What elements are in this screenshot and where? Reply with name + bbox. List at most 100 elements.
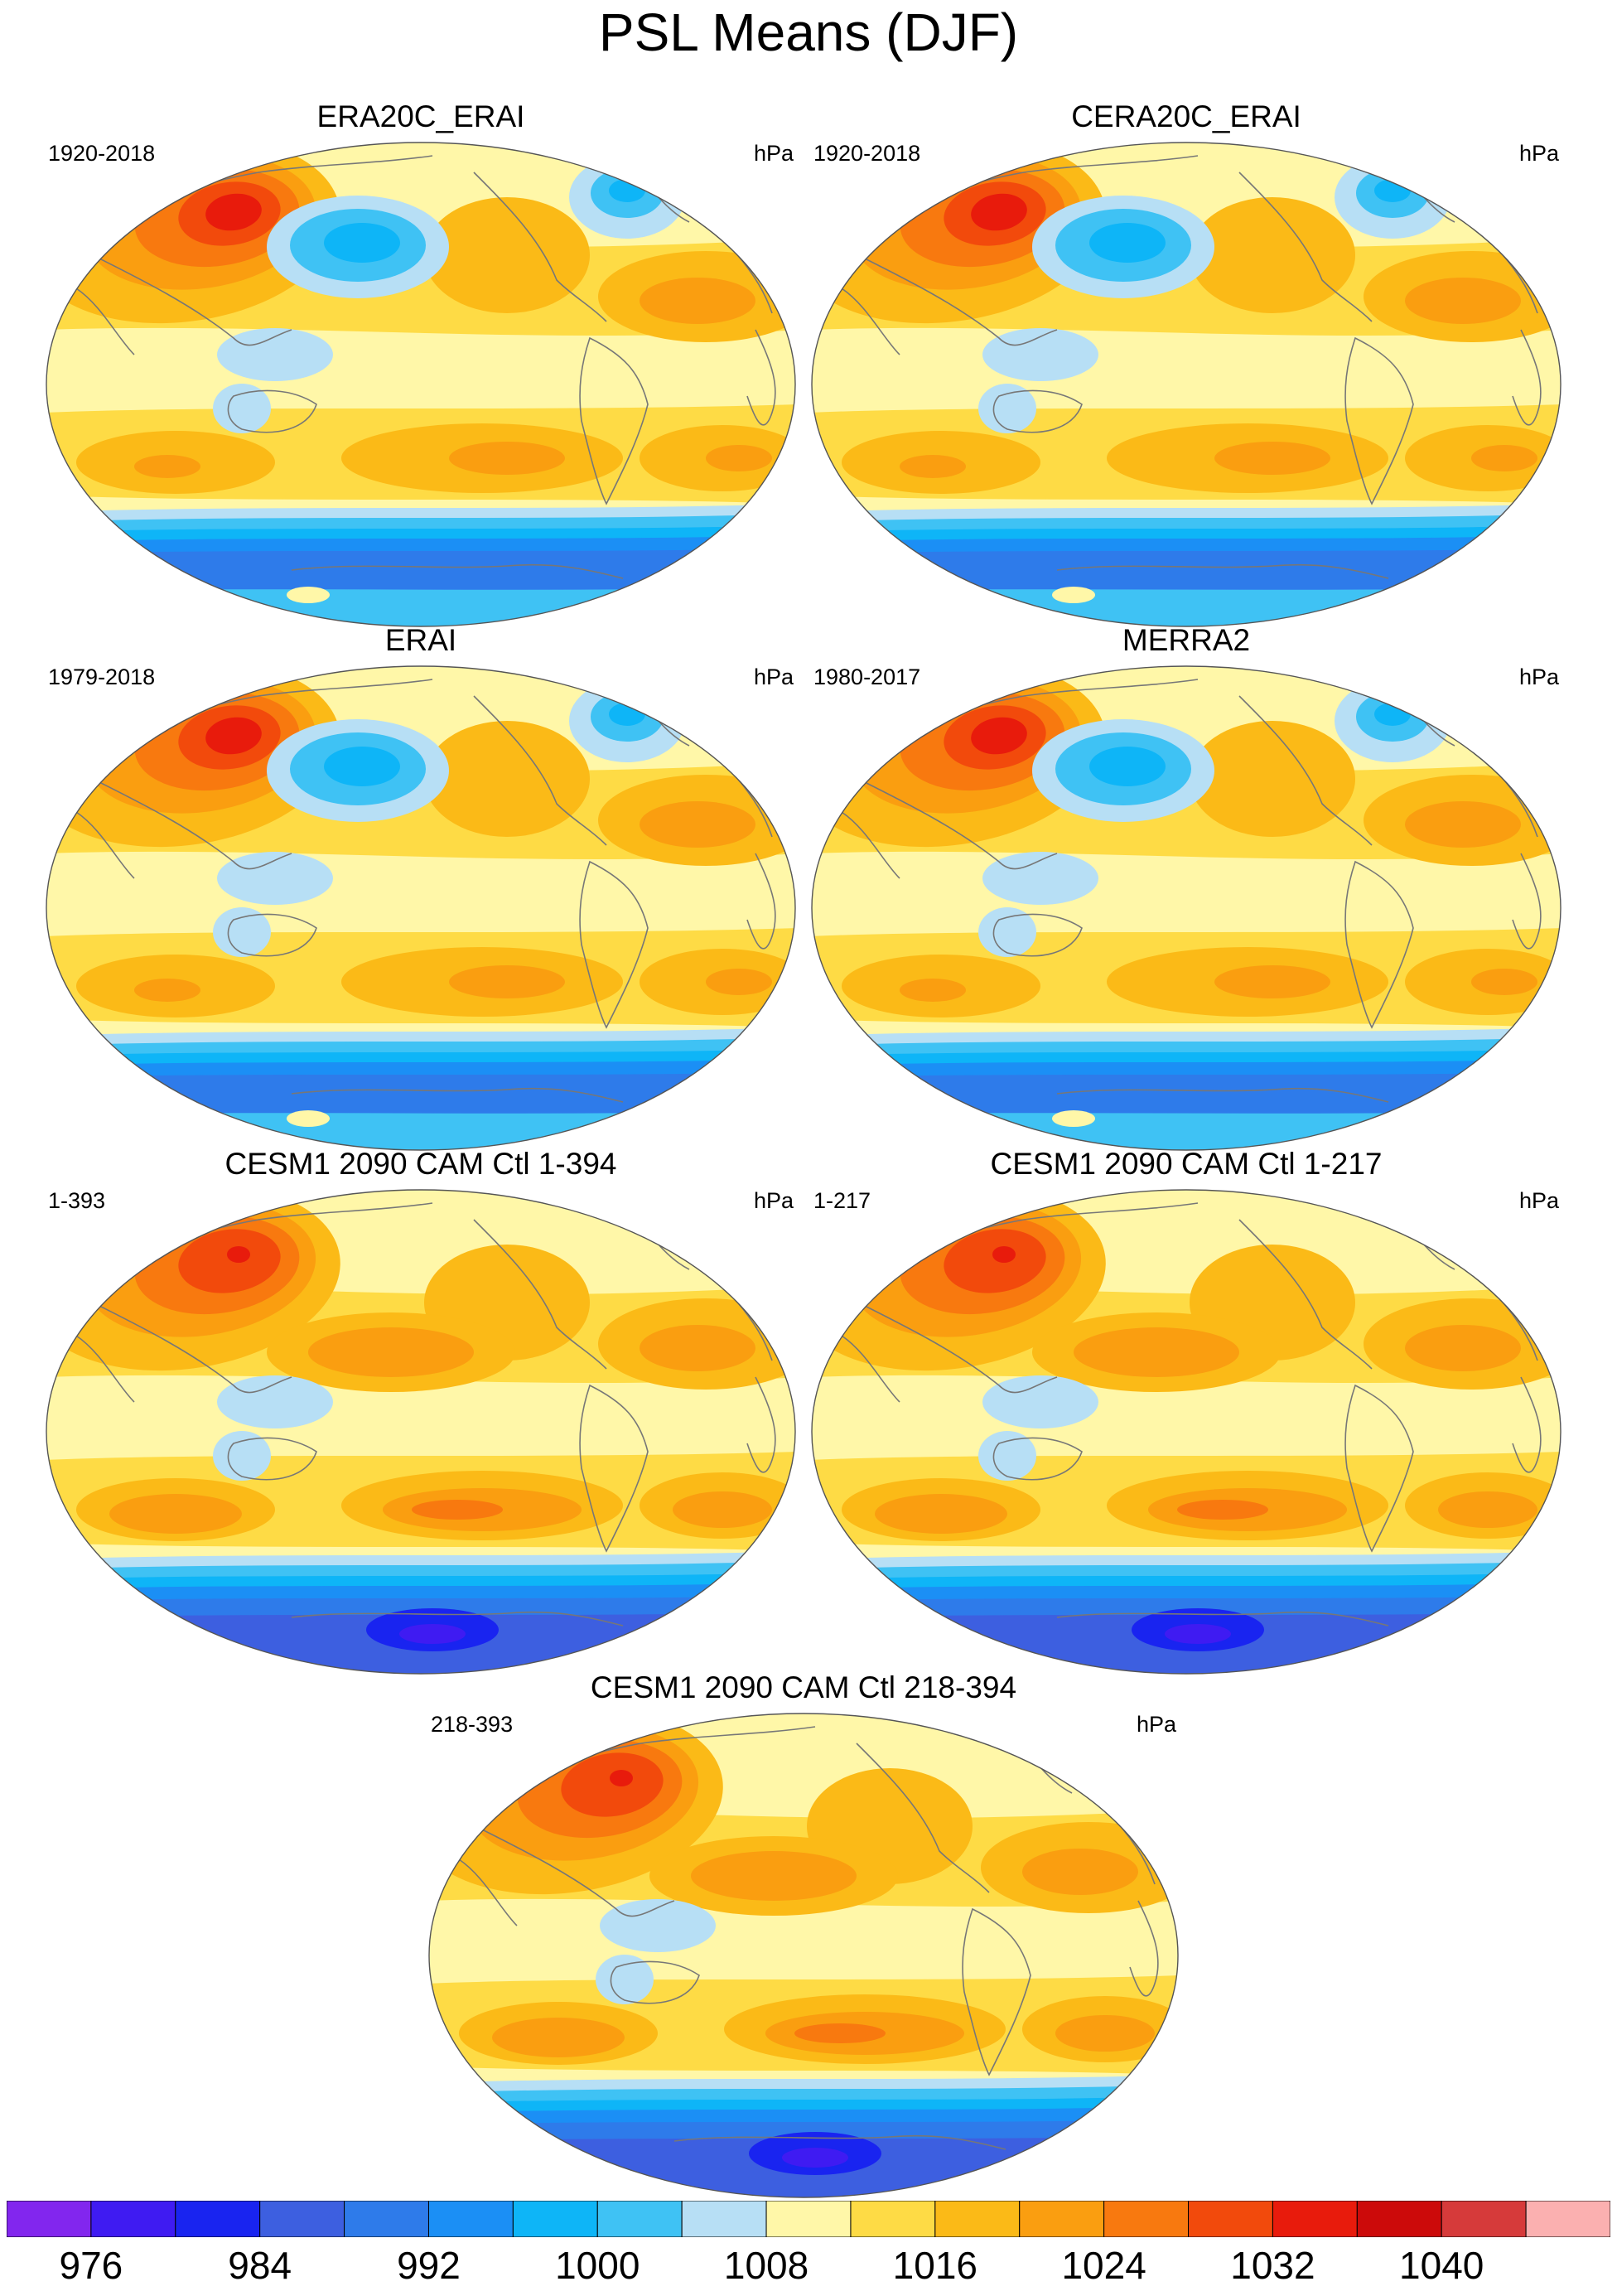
figure-title: PSL Means (DJF) <box>598 2 1019 62</box>
azores-high-core <box>640 278 755 324</box>
panel-period: 218-393 <box>431 1712 514 1737</box>
robinson-map <box>811 665 1561 1151</box>
maritime-continent-low <box>982 328 1098 381</box>
coastline-segment <box>1129 1900 1159 1997</box>
coastline-segment <box>992 1437 1083 1481</box>
coastline-segment <box>1512 853 1542 950</box>
robinson-map <box>811 1189 1561 1675</box>
azores-high-core <box>1405 278 1521 324</box>
coastline-segment <box>857 778 1058 870</box>
psl-field <box>46 666 795 1150</box>
south-indian-high-core <box>875 1494 1007 1534</box>
aleutian-low-996 <box>324 223 400 263</box>
panel-units: hPa <box>1518 665 1559 689</box>
panel-period: 1-217 <box>813 1188 871 1213</box>
colorbar-box <box>850 2201 936 2237</box>
panel-period: 1920-2018 <box>48 141 156 166</box>
panel-title: CERA20C_ERAI <box>1071 99 1301 133</box>
south-atlantic-high-core <box>706 445 772 471</box>
robinson-map <box>811 142 1561 627</box>
map-panel: ERAI 1979-2018 hPa <box>43 623 799 1153</box>
coastline-segment <box>992 913 1083 957</box>
coastlines <box>841 155 1542 579</box>
south-indian-high-core <box>900 455 966 478</box>
coastline-segment <box>579 336 649 505</box>
colorbar-box <box>1525 2201 1610 2237</box>
psl-field <box>429 1714 1178 2197</box>
colorbar-label: 1024 <box>1061 2244 1146 2287</box>
colorbar-box <box>427 2201 514 2237</box>
coastline-segment <box>1056 1611 1389 1627</box>
colorbar-box <box>7 2201 92 2237</box>
coastline-segment <box>610 1960 700 2004</box>
psl-field <box>46 143 795 626</box>
panel-units: hPa <box>753 665 794 689</box>
map-outline <box>46 1189 796 1675</box>
coastlines <box>458 1726 1159 2150</box>
colorbar-box <box>1103 2201 1190 2237</box>
south-pacific-high-core <box>449 965 565 998</box>
north-pacific-high-core <box>691 1851 857 1901</box>
psl-field <box>812 143 1561 626</box>
south-atlantic-high-core <box>1471 445 1537 471</box>
coastline-segment <box>1238 695 1373 846</box>
coastline-segment <box>1056 563 1389 579</box>
coastline-segment <box>746 1376 776 1473</box>
antarctic-plateau-high <box>1052 587 1095 603</box>
south-atlantic-high-core <box>1471 969 1537 995</box>
coastline-segment <box>227 389 317 433</box>
colorbar <box>7 2201 1610 2237</box>
amundsen-low-core <box>399 1624 466 1644</box>
colorbar-box <box>934 2201 1021 2237</box>
north-america-high <box>424 197 590 313</box>
south-indian-high-core <box>109 1494 242 1534</box>
colorbar-label: 1040 <box>1399 2244 1484 2287</box>
panel-title: ERA20C_ERAI <box>316 99 525 133</box>
coastline-segment <box>291 563 624 579</box>
panel-period: 1-393 <box>48 1188 106 1213</box>
map-panel: CESM1 2090 CAM Ctl 218-394 218-393 hPa <box>426 1670 1181 2201</box>
south-pacific-high-center <box>1177 1500 1268 1520</box>
azores-high-core <box>640 801 755 848</box>
panel-units: hPa <box>1518 1188 1559 1213</box>
map-panel: CERA20C_ERAI 1920-2018 hPa <box>808 99 1564 630</box>
north-america-high <box>1190 721 1355 837</box>
coastline-segment <box>227 1437 317 1481</box>
map-outline <box>811 665 1561 1151</box>
colorbar-label: 1008 <box>723 2244 809 2287</box>
south-pacific-high-core <box>1214 965 1330 998</box>
coastline-segment <box>473 695 607 846</box>
maritime-continent-low <box>217 1375 333 1428</box>
aleutian-low-996 <box>1089 223 1166 263</box>
south-atlantic-high-core <box>1055 2015 1155 2052</box>
siberian-high-1028 <box>178 1229 281 1293</box>
coastline-segment <box>92 1302 292 1394</box>
panel-period: 1980-2017 <box>813 665 921 689</box>
antarctic-plateau-high <box>287 1110 330 1127</box>
robinson-map <box>46 142 796 627</box>
azores-high-core <box>1405 1325 1521 1371</box>
colorbar-label: 1000 <box>555 2244 640 2287</box>
siberian-high-1032 <box>992 1246 1016 1263</box>
siberian-high-1032 <box>971 193 1027 231</box>
coastline-segment <box>992 389 1083 433</box>
coastline-segment <box>475 1825 675 1917</box>
antarctic-plateau-high <box>1052 1110 1095 1127</box>
south-indian-high-core <box>134 455 200 478</box>
colorbar-box <box>1019 2201 1105 2237</box>
coastline-segment <box>1056 1087 1389 1103</box>
colorbar-box <box>681 2201 767 2237</box>
coastline-segment <box>75 288 135 355</box>
coastline-segment <box>962 1907 1031 2076</box>
panel-period: 1920-2018 <box>813 141 921 166</box>
psl-field <box>812 666 1561 1150</box>
coastlines <box>75 1202 776 1627</box>
australia-low <box>596 1955 654 2004</box>
map-outline <box>428 1713 1179 2198</box>
siberian-high-1028 <box>561 1752 664 1817</box>
south-pacific-high-core <box>449 442 565 475</box>
north-pacific-high-core <box>308 1327 474 1377</box>
map-panel: CESM1 2090 CAM Ctl 1-394 1-393 hPa <box>43 1147 799 1677</box>
south-pacific-high-core <box>1214 442 1330 475</box>
south-indian-high-core <box>134 979 200 1002</box>
